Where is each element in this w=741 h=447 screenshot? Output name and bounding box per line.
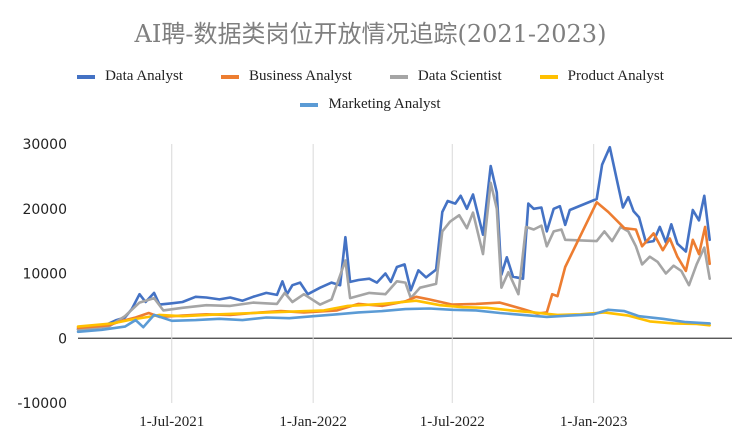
legend-swatch-business-analyst [220,74,239,79]
x-tick-label: 1-Jan-2023 [560,414,628,430]
y-tick-label: 20000 [22,202,67,218]
legend-item-marketing-analyst[interactable]: Marketing Analyst [300,96,441,113]
y-tick-label: -10000 [17,396,67,412]
series-line-data-scientist [76,181,711,332]
legend-item-business-analyst[interactable]: Business Analyst [220,68,352,85]
legend-label-business-analyst: Business Analyst [248,68,352,84]
legend-item-data-analyst[interactable]: Data Analyst [77,68,183,85]
y-tick-label: 30000 [22,137,67,153]
y-tick-label: 10000 [22,267,67,283]
legend-label-data-scientist: Data Scientist [417,68,502,84]
x-tick-label: 1-Jul-2022 [420,414,485,430]
y-tick-label: 0 [58,331,67,347]
legend-item-product-analyst[interactable]: Product Analyst [539,68,664,85]
series-line-marketing-analyst [76,307,711,334]
legend-item-data-scientist[interactable]: Data Scientist [389,68,502,85]
series-line-data-analyst [76,145,711,331]
series-line-product-analyst [76,299,711,328]
legend-swatch-data-analyst [77,74,96,79]
legend-swatch-product-analyst [539,74,558,79]
legend-row-2: Marketing Analyst [0,96,741,113]
legend-label-data-analyst: Data Analyst [105,68,183,84]
legend-row-1: Data Analyst Business Analyst Data Scien… [0,68,741,85]
chart-title: AI聘-数据类岗位开放情况追踪(2021-2023) [134,20,607,48]
legend-swatch-marketing-analyst [300,102,319,107]
legend-swatch-data-scientist [389,74,408,79]
legend-label-product-analyst: Product Analyst [567,68,664,84]
legend-label-marketing-analyst: Marketing Analyst [328,96,441,112]
x-tick-label: 1-Jul-2021 [139,414,204,430]
x-tick-label: 1-Jan-2022 [279,414,347,430]
